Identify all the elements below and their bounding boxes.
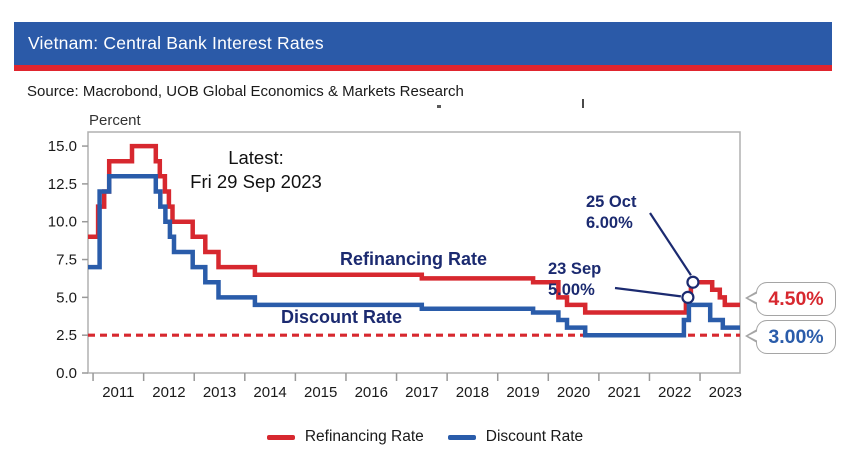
oct-hike-annotation: 25 Oct 6.00% <box>586 192 636 234</box>
oct-rate: 6.00% <box>586 214 633 232</box>
refinancing-legend-label: Refinancing Rate <box>304 428 424 445</box>
annotation-leader-lines <box>614 212 692 298</box>
discount-rate-curve-label: Discount Rate <box>281 307 403 327</box>
plot-frame <box>87 131 741 374</box>
svg-text:2.5: 2.5 <box>56 327 77 344</box>
svg-text:2014: 2014 <box>253 384 286 401</box>
discount-rate-line <box>88 174 740 338</box>
svg-text:0.0: 0.0 <box>56 365 77 382</box>
discount-latest-callout: 3.00% <box>745 320 836 354</box>
svg-text:2021: 2021 <box>607 384 640 401</box>
sep-hike-annotation: 23 Sep 5.00% <box>548 259 601 301</box>
title-underline <box>14 65 832 71</box>
svg-text:15.0: 15.0 <box>48 138 77 155</box>
latest-line1: Latest: <box>228 147 284 168</box>
stray-mark <box>582 99 584 108</box>
y-axis-title: Percent <box>89 112 142 129</box>
page-title: Vietnam: Central Bank Interest Rates <box>28 33 324 53</box>
svg-text:10.0: 10.0 <box>48 214 77 231</box>
svg-text:2023: 2023 <box>709 384 742 401</box>
refinancing-latest-value: 4.50% <box>768 287 824 310</box>
latest-line2: Fri 29 Sep 2023 <box>190 171 322 192</box>
discount-legend-label: Discount Rate <box>485 428 584 445</box>
svg-text:2022: 2022 <box>658 384 691 401</box>
x-axis: 2011 2012 2013 2014 2015 2016 2017 2018 2019 2020… <box>92 373 742 401</box>
sep-rate: 5.00% <box>548 281 595 299</box>
refinancing-latest-callout: 4.50% <box>745 282 836 316</box>
legend: Refinancing Rate Discount Rate <box>0 428 850 446</box>
discount-latest-value: 3.00% <box>768 325 824 348</box>
sep-date: 23 Sep <box>548 260 602 278</box>
svg-text:2012: 2012 <box>152 384 185 401</box>
svg-text:2016: 2016 <box>355 384 388 401</box>
svg-text:2015: 2015 <box>304 384 337 401</box>
refinancing-legend-swatch <box>266 434 295 440</box>
svg-text:5.0: 5.0 <box>56 289 77 306</box>
svg-text:12.5: 12.5 <box>48 176 77 193</box>
svg-text:2013: 2013 <box>203 384 236 401</box>
discount-legend-swatch <box>447 434 476 440</box>
source-text: Source: Macrobond, UOB Global Economics … <box>27 83 464 100</box>
svg-text:2018: 2018 <box>456 384 489 401</box>
latest-annotation: Latest: Fri 29 Sep 2023 <box>165 146 347 194</box>
svg-text:7.5: 7.5 <box>56 252 77 269</box>
svg-text:2020: 2020 <box>557 384 590 401</box>
event-markers <box>681 275 700 304</box>
oct-date: 25 Oct <box>586 193 637 211</box>
title-bar: Vietnam: Central Bank Interest Rates <box>14 22 832 65</box>
svg-text:2017: 2017 <box>405 384 438 401</box>
stray-mark <box>437 105 441 108</box>
svg-text:2019: 2019 <box>506 384 539 401</box>
y-axis: 0.0 2.5 5.0 7.5 10.0 12.5 15.0 <box>48 138 88 382</box>
refinancing-rate-curve-label: Refinancing Rate <box>340 249 488 269</box>
svg-text:2011: 2011 <box>102 384 134 401</box>
